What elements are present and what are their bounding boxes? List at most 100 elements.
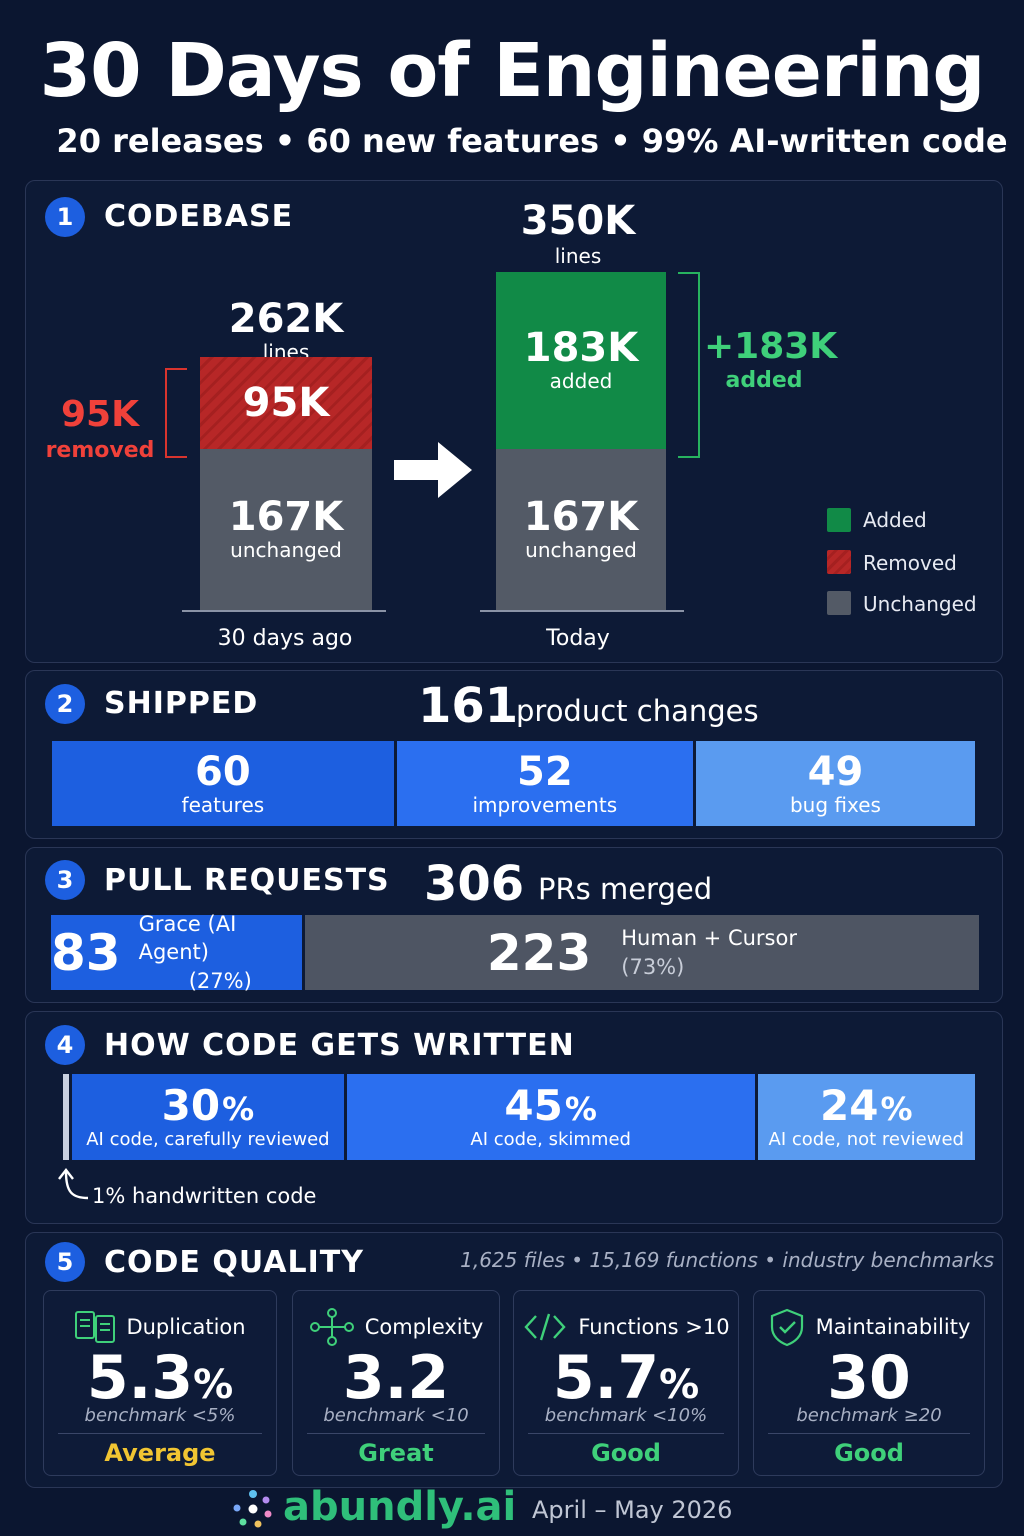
- quality-card-duplication: Duplication 5.3% benchmark <5% Average: [43, 1290, 277, 1476]
- shipped-value: 52: [516, 748, 573, 795]
- written-percent-sign: %: [222, 1090, 255, 1129]
- removed-annotation-word: removed: [45, 438, 155, 463]
- written-percent-sign: %: [880, 1090, 913, 1129]
- shipped-segment-2: 52 improvements: [396, 741, 693, 826]
- legend-added-swatch: [827, 508, 851, 532]
- written-label: AI code, carefully reviewed: [86, 1128, 330, 1150]
- legend-removed-swatch: [827, 550, 851, 574]
- section-3-badge: 3: [45, 860, 85, 900]
- handwritten-segment: [63, 1074, 69, 1160]
- brand-name: abundly.ai: [283, 1484, 517, 1530]
- quality-value: 3.2: [342, 1343, 450, 1413]
- written-value-row: 30%: [161, 1081, 255, 1131]
- quality-card-complexity: Complexity 3.2 benchmark <10 Great: [292, 1290, 500, 1476]
- pr-label-group: Human + Cursor (73%): [621, 924, 797, 981]
- legend-added: Added: [863, 508, 927, 532]
- bar-after-added: 183K added: [496, 272, 666, 449]
- shipped-total-label: product changes: [516, 694, 759, 728]
- codebase-title: CODEBASE: [104, 199, 294, 234]
- pr-segment-1: 83 Grace (AI Agent) (27%): [51, 912, 302, 993]
- written-label: AI code, skimmed: [470, 1128, 631, 1150]
- written-title: HOW CODE GETS WRITTEN: [104, 1028, 575, 1063]
- pr-label-group: Grace (AI Agent) (27%): [139, 910, 302, 995]
- quality-label: Functions >10: [578, 1315, 730, 1339]
- pr-total-label: PRs merged: [538, 872, 713, 906]
- after-total-label: lines: [554, 244, 602, 268]
- bar-before-unchanged: 167K unchanged: [200, 448, 372, 610]
- quality-benchmark: benchmark <10%: [544, 1405, 708, 1426]
- legend-removed: Removed: [863, 551, 957, 575]
- legend-unchanged-swatch: [827, 591, 851, 615]
- shipped-value: 49: [807, 748, 864, 795]
- page-title: 30 Days of Engineering: [39, 28, 986, 114]
- node-graph-icon: [309, 1308, 354, 1346]
- removed-annotation-value: 95K: [61, 394, 139, 435]
- quality-meta: 1,625 files • 15,169 functions • industr…: [460, 1248, 994, 1272]
- after-baseline: [480, 610, 684, 612]
- shipped-segment-3: 49 bug fixes: [695, 741, 975, 826]
- written-value: 24: [820, 1081, 879, 1131]
- shipped-segment-1: 60 features: [52, 741, 394, 826]
- before-total: 262K: [228, 296, 344, 342]
- pr-segment-2: 223 Human + Cursor (73%): [304, 915, 979, 990]
- quality-card-maintainability: Maintainability 30 benchmark ≥20 Good: [753, 1290, 985, 1476]
- shipped-label: features: [181, 792, 265, 817]
- pr-percent: (27%): [188, 968, 252, 993]
- added-annotation-value: +183K: [704, 326, 838, 367]
- written-segment-2: 45% AI code, skimmed: [346, 1074, 755, 1160]
- written-value: 45: [504, 1081, 563, 1131]
- pr-value: 223: [486, 923, 592, 982]
- card-divider: [58, 1433, 262, 1434]
- pr-value: 83: [51, 923, 121, 982]
- pr-label: Human + Cursor: [621, 926, 797, 951]
- shipped-value: 60: [195, 748, 251, 795]
- quality-benchmark: benchmark ≥20: [796, 1405, 942, 1426]
- added-bracket: [678, 272, 700, 458]
- written-value-row: 24%: [820, 1081, 913, 1131]
- quality-title: CODE QUALITY: [104, 1245, 364, 1280]
- quality-rating: Good: [591, 1439, 661, 1467]
- quality-benchmark: benchmark <10: [323, 1405, 469, 1426]
- code-brackets-icon: [524, 1313, 566, 1341]
- section-1-badge: 1: [45, 197, 85, 237]
- after-unchanged-label: unchanged: [525, 538, 637, 563]
- before-baseline: [182, 610, 386, 612]
- brand-logo-icon: [233, 1490, 272, 1528]
- after-total: 350K: [520, 198, 636, 244]
- legend-unchanged: Unchanged: [863, 592, 977, 616]
- quality-benchmark: benchmark <5%: [84, 1405, 236, 1426]
- handwritten-note: 1% handwritten code: [92, 1184, 317, 1208]
- shipped-title: SHIPPED: [104, 686, 259, 721]
- pr-total: 306: [424, 856, 525, 912]
- after-added-label: added: [549, 369, 613, 394]
- quality-rating: Average: [104, 1439, 216, 1467]
- shield-check-icon: [770, 1308, 803, 1347]
- quality-rating: Great: [358, 1439, 434, 1467]
- written-value: 30: [161, 1081, 221, 1131]
- after-added-value: 183K: [523, 325, 639, 372]
- quality-label: Duplication: [126, 1315, 246, 1339]
- quality-rating: Good: [834, 1439, 904, 1467]
- card-divider: [768, 1433, 970, 1434]
- written-value-row: 45%: [504, 1081, 597, 1131]
- quality-value: 5.3: [86, 1343, 194, 1413]
- quality-value: 30: [827, 1343, 911, 1413]
- quality-unit: %: [659, 1362, 700, 1408]
- footer-date: April – May 2026: [532, 1496, 733, 1524]
- added-annotation-word: added: [725, 368, 803, 393]
- arrow-right-icon: [394, 442, 472, 498]
- pull-requests-title: PULL REQUESTS: [104, 863, 390, 898]
- section-2-badge: 2: [45, 684, 85, 724]
- pr-percent: (73%): [621, 954, 685, 979]
- written-bar: 30% AI code, carefully reviewed 45% AI code…: [63, 1074, 975, 1160]
- pr-label: Grace (AI Agent): [138, 911, 237, 965]
- card-divider: [528, 1433, 724, 1434]
- before-unchanged-label: unchanged: [230, 538, 342, 563]
- written-segment-3: 24% AI code, not reviewed: [757, 1074, 975, 1160]
- section-5-badge: 5: [45, 1242, 85, 1282]
- section-4-badge: 4: [45, 1025, 85, 1065]
- card-divider: [307, 1433, 485, 1434]
- curved-arrow-icon: [58, 1168, 89, 1200]
- quality-label: Complexity: [364, 1315, 484, 1339]
- pr-bar: 83 Grace (AI Agent) (27%) 223 Human + Cursor…: [51, 912, 979, 993]
